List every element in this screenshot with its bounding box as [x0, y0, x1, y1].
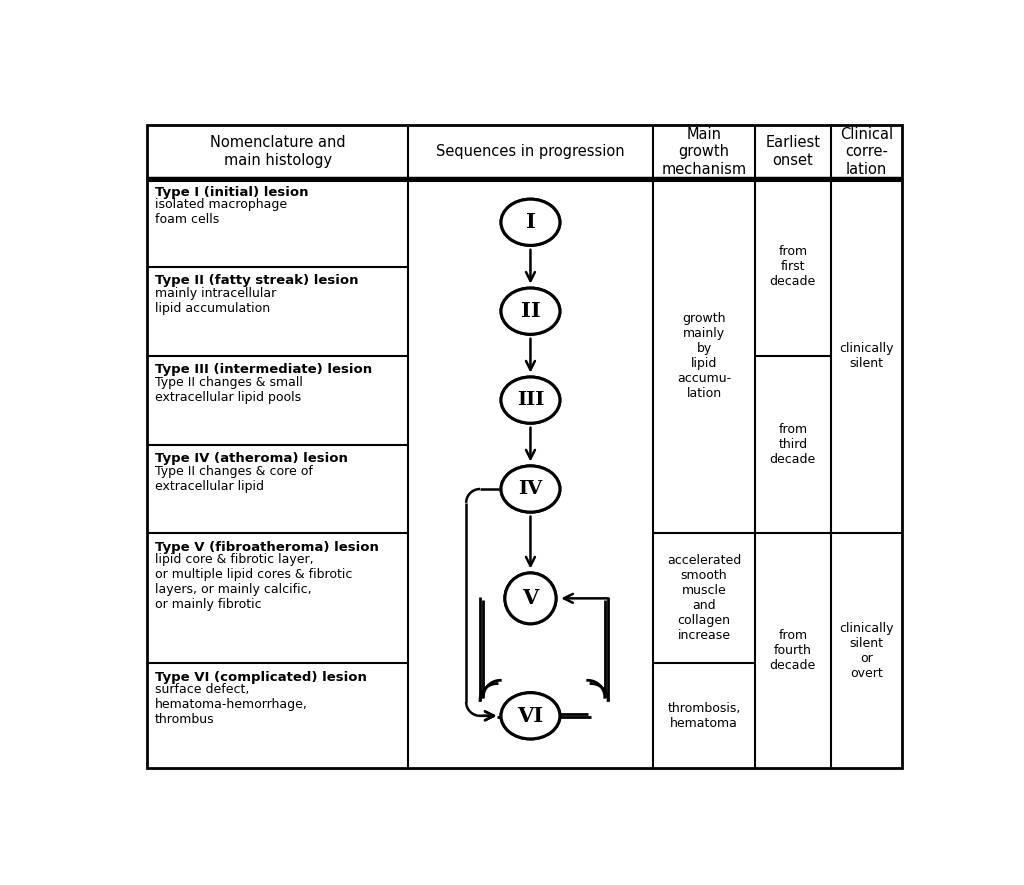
Text: Type VI (complicated) lesion: Type VI (complicated) lesion	[155, 671, 367, 684]
Text: lipid core & fibrotic layer,
or multiple lipid cores & fibrotic
layers, or mainl: lipid core & fibrotic layer, or multiple…	[155, 553, 352, 612]
Ellipse shape	[501, 377, 560, 423]
Text: Type III (intermediate) lesion: Type III (intermediate) lesion	[155, 364, 373, 376]
Text: mainly intracellular
lipid accumulation: mainly intracellular lipid accumulation	[155, 287, 276, 315]
Text: IV: IV	[518, 480, 543, 498]
Ellipse shape	[501, 199, 560, 245]
Text: Type I (initial) lesion: Type I (initial) lesion	[155, 186, 308, 198]
Ellipse shape	[505, 573, 556, 624]
Text: from
fourth
decade: from fourth decade	[770, 629, 816, 673]
Text: I: I	[525, 212, 536, 232]
Ellipse shape	[501, 289, 560, 335]
Text: Type II (fatty streak) lesion: Type II (fatty streak) lesion	[155, 274, 358, 288]
Text: clinically
silent
or
overt: clinically silent or overt	[839, 622, 894, 680]
Text: IV: IV	[518, 480, 543, 498]
Text: I: I	[525, 212, 536, 232]
Text: surface defect,
hematoma-hemorrhage,
thrombus: surface defect, hematoma-hemorrhage, thr…	[155, 683, 308, 727]
Text: isolated macrophage
foam cells: isolated macrophage foam cells	[155, 198, 288, 226]
Ellipse shape	[505, 573, 556, 624]
Ellipse shape	[501, 693, 560, 739]
Text: II: II	[520, 301, 541, 321]
Ellipse shape	[501, 377, 560, 423]
Text: III: III	[517, 391, 544, 409]
Text: Clinical
corre-
lation: Clinical corre- lation	[840, 127, 893, 176]
Text: accelerated
smooth
muscle
and
collagen
increase: accelerated smooth muscle and collagen i…	[667, 554, 741, 643]
Text: Sequences in progression: Sequences in progression	[436, 144, 625, 159]
Text: from
first
decade: from first decade	[770, 245, 816, 289]
Text: V: V	[522, 589, 539, 608]
Ellipse shape	[501, 466, 560, 512]
Text: Earliest
onset: Earliest onset	[765, 135, 820, 168]
Ellipse shape	[501, 199, 560, 245]
Text: Nomenclature and
main histology: Nomenclature and main histology	[210, 135, 345, 168]
Text: growth
mainly
by
lipid
accumu-
lation: growth mainly by lipid accumu- lation	[677, 312, 731, 400]
Ellipse shape	[501, 693, 560, 739]
Text: Type V (fibroatheroma) lesion: Type V (fibroatheroma) lesion	[155, 541, 379, 554]
Text: Type IV (atheroma) lesion: Type IV (atheroma) lesion	[155, 452, 348, 466]
Ellipse shape	[501, 466, 560, 512]
Text: III: III	[517, 391, 544, 409]
Ellipse shape	[501, 289, 560, 335]
Text: V: V	[522, 589, 539, 608]
Text: VI: VI	[517, 706, 544, 726]
Text: Type II changes & small
extracellular lipid pools: Type II changes & small extracellular li…	[155, 375, 303, 404]
Text: II: II	[520, 301, 541, 321]
Text: Type II changes & core of
extracellular lipid: Type II changes & core of extracellular …	[155, 465, 313, 493]
Text: VI: VI	[517, 706, 544, 726]
Text: clinically
silent: clinically silent	[839, 342, 894, 370]
Text: Main
growth
mechanism: Main growth mechanism	[662, 127, 746, 176]
Text: from
third
decade: from third decade	[770, 423, 816, 466]
Text: thrombosis,
hematoma: thrombosis, hematoma	[668, 702, 740, 730]
